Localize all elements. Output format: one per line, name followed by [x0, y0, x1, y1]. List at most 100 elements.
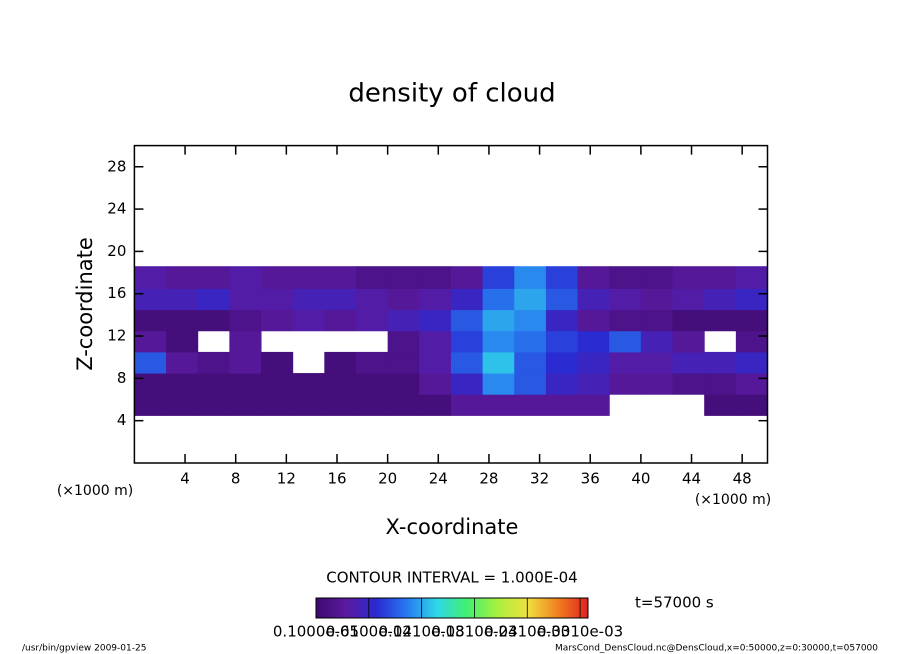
x-tick-label: 12 [277, 470, 296, 488]
cell [229, 266, 262, 289]
cell [134, 351, 167, 374]
cell [134, 373, 167, 395]
cell [261, 266, 294, 289]
cell [292, 266, 325, 289]
cell [704, 394, 737, 416]
cell [419, 373, 452, 395]
cell [197, 351, 230, 374]
cell [324, 373, 357, 395]
cell [292, 309, 325, 332]
cell [704, 309, 737, 332]
cell [640, 309, 674, 332]
colorbar-tick-label: 0.1210e-03 [379, 623, 465, 641]
cell [450, 266, 484, 289]
cell [482, 330, 515, 353]
cell [450, 373, 484, 395]
chart-title: density of cloud [348, 79, 555, 109]
cell [134, 309, 167, 332]
cell [292, 373, 325, 395]
cell [704, 266, 737, 289]
annotation: CONTOUR INTERVAL = 1.000E-04 [326, 569, 577, 587]
cell [229, 394, 262, 416]
y-tick-label: 8 [117, 369, 127, 387]
cell [292, 394, 325, 416]
cell [735, 330, 768, 353]
cell [197, 373, 230, 395]
cell [261, 394, 294, 416]
x-unit: (×1000 m) [695, 492, 771, 508]
cell [387, 330, 420, 353]
cell [609, 266, 642, 289]
y-tick-label: 24 [107, 200, 126, 218]
cell [419, 288, 452, 311]
cell [545, 394, 579, 416]
cell [134, 330, 167, 353]
cell [229, 309, 262, 332]
cell [324, 351, 357, 374]
cell [324, 288, 357, 311]
colorbar-tick-label: 0.1810e-03 [431, 623, 517, 641]
cell [166, 288, 199, 311]
cell [735, 351, 768, 374]
cell [450, 330, 484, 353]
colorbar-tick-label: 0.3010e-03 [537, 623, 623, 641]
cell [355, 394, 389, 416]
cell [545, 330, 579, 353]
cell [419, 266, 452, 289]
cell [450, 288, 484, 311]
cell [292, 288, 325, 311]
x-tick-label: 28 [479, 470, 498, 488]
cell [197, 288, 230, 311]
y-tick-label: 20 [107, 242, 126, 260]
cell [229, 330, 262, 353]
cell [577, 351, 610, 374]
x-axis-label: X-coordinate [386, 515, 519, 539]
cell [672, 309, 705, 332]
cell [166, 351, 199, 374]
cell [545, 373, 579, 395]
cell [545, 309, 579, 332]
cell [482, 288, 515, 311]
cell [355, 266, 389, 289]
cell [514, 373, 547, 395]
x-tick-label: 4 [180, 470, 190, 488]
cell [387, 394, 420, 416]
cell [482, 351, 515, 374]
y-tick-label: 12 [107, 327, 126, 345]
cell [166, 266, 199, 289]
cell [514, 351, 547, 374]
cell [261, 309, 294, 332]
cell [577, 288, 610, 311]
cell [355, 351, 389, 374]
footer-left: /usr/bin/gpview 2009-01-25 [22, 644, 146, 654]
plot-frame [133, 144, 769, 464]
x-tick-label: 20 [378, 470, 397, 488]
cell [609, 330, 642, 353]
cell [482, 309, 515, 332]
cell [229, 288, 262, 311]
cell [197, 309, 230, 332]
cell [324, 266, 357, 289]
y-tick-label: 28 [107, 157, 126, 175]
cell [355, 373, 389, 395]
cell [514, 330, 547, 353]
cell [134, 266, 167, 289]
cell [387, 309, 420, 332]
cell [545, 351, 579, 374]
cell [735, 394, 768, 416]
cell [229, 373, 262, 395]
cell [640, 266, 674, 289]
cell [735, 266, 768, 289]
cell [166, 394, 199, 416]
cell [229, 351, 262, 374]
cell [197, 394, 230, 416]
cell [672, 351, 705, 374]
cell [166, 330, 199, 353]
cell [672, 266, 705, 289]
cell [197, 266, 230, 289]
cell [609, 373, 642, 395]
x-tick-label: 44 [682, 470, 701, 488]
cell [261, 351, 294, 374]
